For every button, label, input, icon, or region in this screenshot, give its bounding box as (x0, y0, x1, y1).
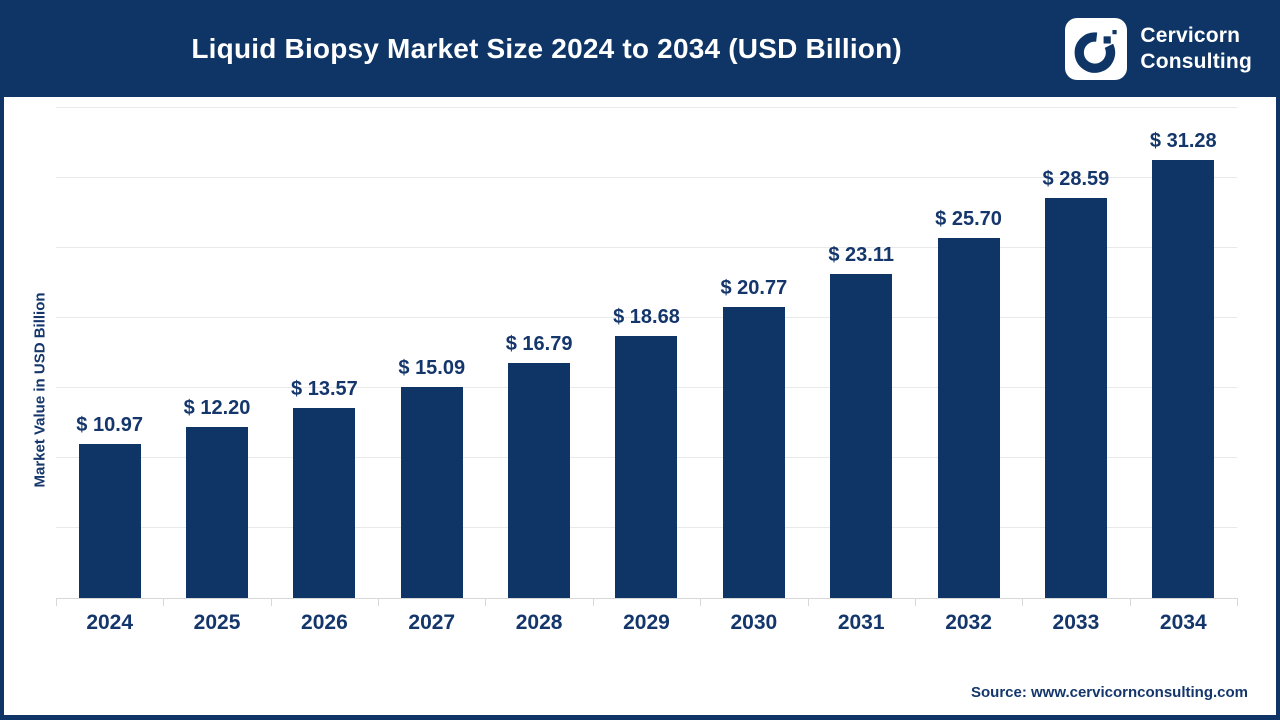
bar-cell: $ 25.70 (915, 108, 1022, 598)
y-axis-title: Market Value in USD Billion (31, 292, 49, 488)
page-title: Liquid Biopsy Market Size 2024 to 2034 (… (191, 32, 902, 64)
bar-value-label: $ 25.70 (935, 208, 1002, 231)
axis-tick-mark (592, 598, 594, 606)
axis-tick-mark (700, 598, 702, 606)
x-axis-label-2033: 2033 (1052, 611, 1100, 634)
axis-tick-mark (56, 598, 57, 606)
x-axis-label-2031: 2031 (837, 611, 885, 634)
bars-layer: $ 10.97 $ 12.20 $ 13.57 $ 15.09 $ 16.79 $ 18.… (56, 108, 1237, 598)
brand-name: Cervicorn Consulting (1140, 23, 1252, 75)
bar-2032 (937, 238, 1000, 598)
bar-cell: $ 18.68 (593, 108, 700, 598)
bar-2027 (400, 386, 463, 598)
bar-value-label: $ 16.79 (505, 332, 573, 355)
axis-tick-mark (485, 598, 487, 606)
bar-2033 (1044, 197, 1107, 598)
bar-2029 (615, 336, 678, 598)
axis-tick-mark (270, 598, 272, 606)
x-axis-line (56, 598, 1237, 599)
x-axis-label-2034: 2034 (1159, 611, 1207, 634)
bar-value-label: $ 20.77 (720, 277, 788, 300)
bar-value-label: $ 10.97 (76, 414, 144, 437)
bar-cell: $ 31.28 (1130, 108, 1237, 598)
bar-2026 (293, 408, 356, 598)
header-band: Liquid Biopsy Market Size 2024 to 2034 (… (0, 0, 1280, 97)
x-axis-label-2025: 2025 (193, 611, 241, 634)
bar-value-label: $ 15.09 (398, 356, 466, 379)
x-axis-label-2029: 2029 (623, 611, 670, 634)
x-axis-label-2030: 2030 (730, 611, 778, 634)
bar-cell: $ 16.79 (485, 108, 592, 598)
bar-2025 (186, 427, 249, 598)
gridline (56, 247, 1237, 248)
source-text: Source: www.cervicornconsulting.com (970, 684, 1248, 701)
chart-frame: Market Value in USD Billion $ 10.97 $ 12.… (0, 97, 1280, 720)
bar-value-label: $ 28.59 (1042, 167, 1110, 190)
x-axis-label-2032: 2032 (945, 611, 992, 634)
bar-cell: $ 12.20 (163, 108, 270, 598)
c-mark-icon (1074, 29, 1118, 73)
bar-cell: $ 20.77 (700, 108, 807, 598)
axis-tick-mark (163, 598, 165, 606)
axis-tick-mark (1237, 598, 1238, 606)
plot-area: $ 10.97 $ 12.20 $ 13.57 $ 15.09 $ 16.79 $ 18.… (56, 107, 1238, 634)
x-axis-label-2028: 2028 (515, 611, 563, 634)
bar-2030 (722, 307, 785, 598)
bar-cell: $ 15.09 (378, 108, 485, 598)
bar-value-label: $ 31.28 (1149, 130, 1217, 153)
x-axis-label-2026: 2026 (301, 611, 348, 634)
bar-cell: $ 10.97 (56, 108, 163, 598)
bar-2024 (78, 444, 141, 598)
gridline (56, 107, 1237, 108)
axis-tick-mark (807, 598, 809, 606)
bar-value-label: $ 13.57 (291, 378, 358, 401)
brand-logo: Cervicorn Consulting (1065, 17, 1252, 80)
bar-cell: $ 23.11 (808, 108, 915, 598)
x-axis-label-2024: 2024 (86, 611, 134, 634)
bar-value-label: $ 12.20 (183, 397, 251, 420)
cervicorn-logo-mark-icon (1065, 17, 1128, 80)
bar-2031 (830, 274, 893, 598)
bar-2028 (508, 362, 571, 598)
bar-cell: $ 28.59 (1022, 108, 1129, 598)
brand-name-line2: Consulting (1140, 49, 1252, 73)
axis-tick-mark (1129, 598, 1131, 606)
axis-tick-mark (1022, 598, 1024, 606)
gridline (56, 317, 1237, 318)
bar-cell: $ 13.57 (271, 108, 378, 598)
bar-value-label: $ 18.68 (613, 306, 680, 329)
axis-tick-mark (378, 598, 380, 606)
bar-value-label: $ 23.11 (828, 244, 894, 267)
brand-name-line1: Cervicorn (1140, 23, 1241, 47)
x-axis-labels-row: 2024 2025 2026 2027 2028 2029 2030 2031 2032 2033… (56, 611, 1237, 635)
gridline (56, 177, 1237, 178)
x-axis-label-2027: 2027 (408, 611, 456, 634)
bar-2034 (1152, 160, 1215, 598)
axis-tick-mark (914, 598, 916, 606)
